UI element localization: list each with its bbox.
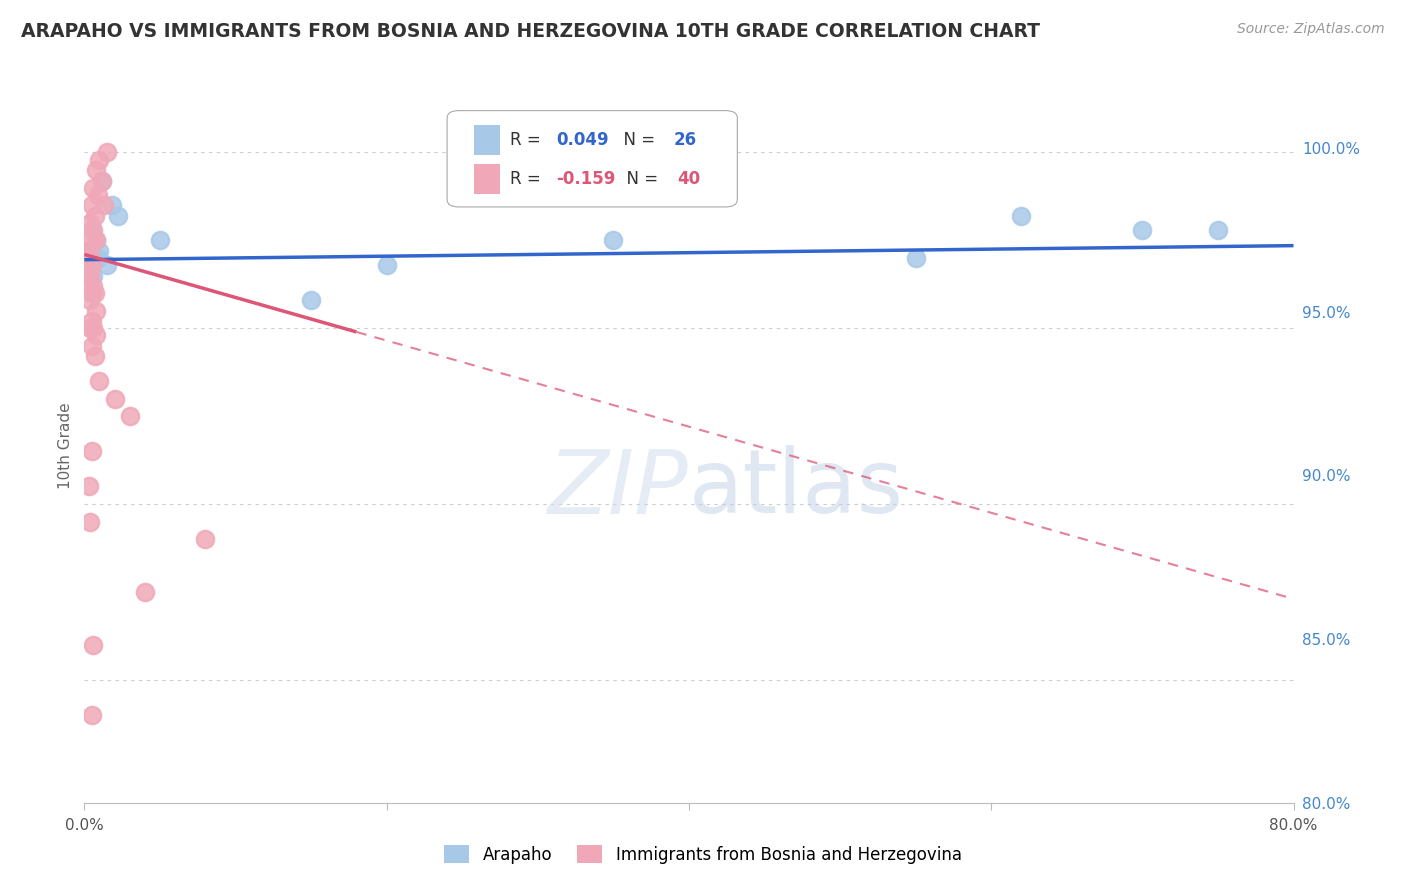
- Point: [77, 479, 100, 493]
- Point: [80, 244, 103, 258]
- Point: [82, 268, 104, 283]
- Point: [80, 339, 103, 353]
- Point: [84, 286, 107, 301]
- Text: Source: ZipAtlas.com: Source: ZipAtlas.com: [1237, 22, 1385, 37]
- Point: [104, 392, 127, 406]
- Point: [79, 244, 101, 258]
- Text: ZIP: ZIP: [548, 446, 689, 532]
- Point: [86, 233, 108, 247]
- Point: [87, 187, 110, 202]
- Text: ARAPAHO VS IMMIGRANTS FROM BOSNIA AND HERZEGOVINA 10TH GRADE CORRELATION CHART: ARAPAHO VS IMMIGRANTS FROM BOSNIA AND HE…: [21, 22, 1040, 41]
- Point: [82, 321, 104, 335]
- FancyBboxPatch shape: [474, 164, 501, 194]
- Point: [100, 198, 122, 212]
- Point: [80, 286, 103, 301]
- Point: [77, 268, 100, 283]
- Point: [77, 244, 100, 258]
- Point: [134, 585, 156, 599]
- Point: [79, 515, 101, 529]
- Point: [91, 173, 114, 187]
- Point: [79, 293, 101, 307]
- Point: [86, 303, 108, 318]
- Point: [79, 268, 101, 283]
- Point: [89, 244, 111, 258]
- Text: 40: 40: [676, 170, 700, 188]
- Point: [76, 258, 98, 272]
- Point: [1132, 223, 1154, 237]
- Point: [1206, 223, 1229, 237]
- Point: [118, 409, 141, 424]
- Point: [84, 209, 107, 223]
- Text: N =: N =: [613, 131, 661, 149]
- Text: atlas: atlas: [689, 445, 904, 533]
- Point: [87, 251, 110, 265]
- Point: [904, 251, 927, 265]
- Point: [86, 163, 108, 178]
- Point: [86, 251, 108, 265]
- Text: 26: 26: [673, 131, 696, 149]
- Point: [91, 173, 114, 187]
- Legend: Arapaho, Immigrants from Bosnia and Herzegovina: Arapaho, Immigrants from Bosnia and Herz…: [437, 838, 969, 871]
- Point: [80, 233, 103, 247]
- Point: [89, 374, 111, 388]
- Point: [149, 233, 172, 247]
- Point: [77, 251, 100, 265]
- Point: [77, 251, 100, 265]
- Point: [82, 223, 104, 237]
- Point: [86, 233, 108, 247]
- FancyBboxPatch shape: [447, 111, 737, 207]
- Point: [82, 180, 104, 194]
- Point: [1011, 209, 1033, 223]
- Point: [375, 258, 398, 272]
- Point: [80, 707, 103, 722]
- Point: [84, 350, 107, 364]
- Point: [80, 314, 103, 328]
- Point: [89, 153, 111, 167]
- Text: 0.049: 0.049: [555, 131, 609, 149]
- Point: [79, 258, 101, 272]
- Point: [80, 223, 103, 237]
- Point: [82, 638, 104, 652]
- Text: N =: N =: [616, 170, 664, 188]
- Point: [107, 209, 129, 223]
- Text: R =: R =: [510, 131, 546, 149]
- Point: [80, 258, 103, 272]
- Point: [80, 198, 103, 212]
- Point: [96, 258, 118, 272]
- Point: [79, 321, 101, 335]
- Point: [77, 251, 100, 265]
- Point: [96, 145, 118, 160]
- Point: [79, 251, 101, 265]
- Point: [93, 198, 115, 212]
- Point: [299, 293, 322, 307]
- Point: [80, 444, 103, 458]
- Point: [82, 279, 104, 293]
- FancyBboxPatch shape: [474, 125, 501, 155]
- Point: [602, 233, 624, 247]
- Point: [194, 532, 217, 546]
- Text: -0.159: -0.159: [555, 170, 616, 188]
- Point: [77, 251, 100, 265]
- Point: [86, 328, 108, 343]
- Point: [79, 216, 101, 230]
- Text: R =: R =: [510, 170, 546, 188]
- Y-axis label: 10th Grade: 10th Grade: [58, 402, 73, 490]
- Point: [82, 251, 104, 265]
